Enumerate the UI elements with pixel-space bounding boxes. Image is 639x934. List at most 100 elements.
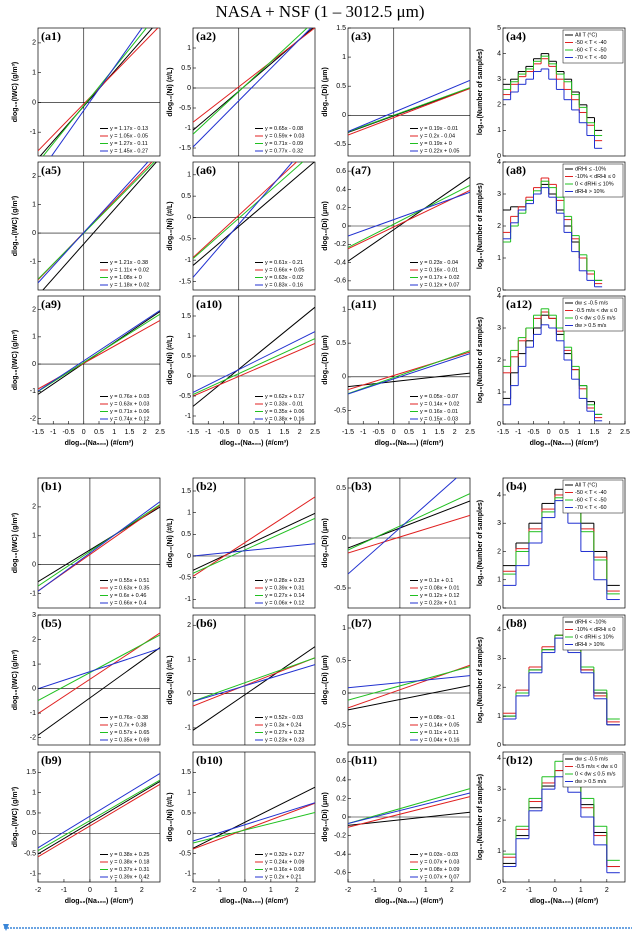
x-tick-label: 2 [140,887,144,894]
y-tick-label: -0.5 [179,105,191,112]
y-axis-label: dlog₁₀(Di) (μm) [322,655,329,705]
fit-line [348,88,470,136]
y-tick-label: 0.6 [336,758,346,765]
x-axis-label: dlog₁₀(Na₅₀₀) (#/cm³) [375,440,444,447]
y-tick-label: 1.5 [181,488,191,495]
legend-label: y = 0.07x + 0.07 [420,874,459,880]
y-tick-label: 0 [497,287,501,294]
y-tick-label: 2 [497,817,501,824]
y-tick-label: -0.5 [179,393,191,400]
fit-line [193,28,312,148]
x-tick-label: -1.5 [187,429,199,436]
fit-line [38,504,160,587]
fit-line [348,191,470,237]
plot-frame [37,614,161,746]
fit-line [348,372,470,388]
y-tick-label: 0 [342,535,346,542]
y-tick-label: 1 [32,334,36,341]
legend-label: y = 0.12x + 0.07 [420,282,459,288]
x-tick-label: 1 [424,887,428,894]
corner-arrow [3,924,9,931]
plot-area [193,615,315,745]
y-tick-label: 0.5 [336,657,346,664]
plot-area [348,296,470,424]
y-tick-label: 1 [187,172,191,179]
legend-label: y = 0.23x + 0.23 [265,737,304,743]
panel-label: (b1) [41,479,62,493]
y-tick-label: 0 [342,112,346,119]
x-tick-label: -1 [371,887,377,894]
fit-line [193,162,294,278]
y-axis-label: dlog₁₀(IWC) (g/m³) [12,513,19,573]
y-tick-label: 4 [497,159,501,166]
x-tick-label: -1 [205,429,211,436]
panel-label: (b6) [196,616,217,630]
y-axis-label: dlog₁₀(Ni) (#/L) [167,67,174,116]
fit-line [193,162,304,260]
fit-line [193,802,315,842]
y-tick-label: -1.5 [179,145,191,152]
x-tick-label: -1.5 [342,429,354,436]
panel-label: (a3) [351,29,371,43]
legend-label: All T (°C) [575,482,597,488]
x-axis-label: dlog₁₀(Na₅₀₀) (#/cm³) [220,440,289,447]
y-tick-label: -1 [30,129,36,136]
x-tick-label: -1 [61,887,67,894]
legend-label: y = 0.6x + 0.46 [110,593,146,599]
y-tick-label: 0.6 [336,168,346,175]
y-tick-label: 3 [497,520,501,527]
y-tick-label: 0 [187,373,191,380]
plot-area [348,615,470,745]
fit-line [193,657,315,702]
y-tick-label: 0.5 [26,810,36,817]
legend-label: -0.5 m/s < dw ≤ 0 [575,764,617,770]
fit-line [348,666,470,701]
legend-label: 0 < dRHi ≤ 10% [575,181,614,187]
legend-label: y = 0.55x + 0.51 [110,578,149,584]
legend-label: y = 0.38x + 0.25 [110,852,149,858]
y-tick-label: -0.5 [334,141,346,148]
x-tick-label: 0.5 [404,429,414,436]
legend-label: y = 0.63x + 0.35 [110,585,149,591]
y-tick-label: 0.5 [336,485,346,492]
legend-label: y = 0.27x + 0.32 [265,730,304,736]
x-tick-label: -0.5 [372,429,384,436]
y-axis-label: log₁₀(Number of samples) [477,774,484,860]
legend-label: y = 0.76x - 0.38 [110,715,148,721]
fit-line [348,353,470,395]
legend-label: dw ≤ -0.5 m/s [575,756,608,762]
x-tick-label: 2.5 [620,429,630,436]
y-tick-label: 1 [187,45,191,52]
legend-label: y = 0.06x + 0.12 [265,600,304,606]
y-tick-label: 1.5 [181,769,191,776]
fit-line [38,310,160,392]
x-tick-label: 0 [392,429,396,436]
x-tick-label: -1 [360,429,366,436]
plot-frame [37,295,161,425]
legend-label: y = 0.52x - 0.03 [265,715,303,721]
plot-frame [347,614,471,746]
x-tick-label: 2.5 [155,429,165,436]
legend-label: y = 0.62x + 0.17 [265,394,304,400]
x-tick-label: 0 [398,887,402,894]
legend-label: y = 0.7x + 0.38 [110,722,146,728]
fit-line [193,517,315,574]
legend-label: y = 0.35x + 0.06 [265,409,304,415]
x-tick-label: -1 [50,429,56,436]
x-tick-label: 2 [608,429,612,436]
legend-label: y = 0.38x + 0.16 [265,416,304,422]
y-tick-label: -1 [30,388,36,395]
y-axis-label: dlog₁₀(Ni) (#/L) [167,792,174,841]
fit-line [193,811,315,844]
legend-label: y = 0.24x + 0.09 [265,859,304,865]
y-axis-label: dlog₁₀(Ni) (#/L) [167,201,174,250]
y-tick-label: 0 [32,99,36,106]
y-tick-label: 0 [342,814,346,821]
y-tick-label: 0 [187,214,191,221]
legend-label: y = 0.11x + 0.11 [420,730,459,736]
panel-label: (a10) [196,297,222,311]
x-tick-label: 2.5 [465,429,475,436]
legend-label: y = 0.74x + 0.12 [110,416,149,422]
y-tick-label: 0 [497,605,501,612]
